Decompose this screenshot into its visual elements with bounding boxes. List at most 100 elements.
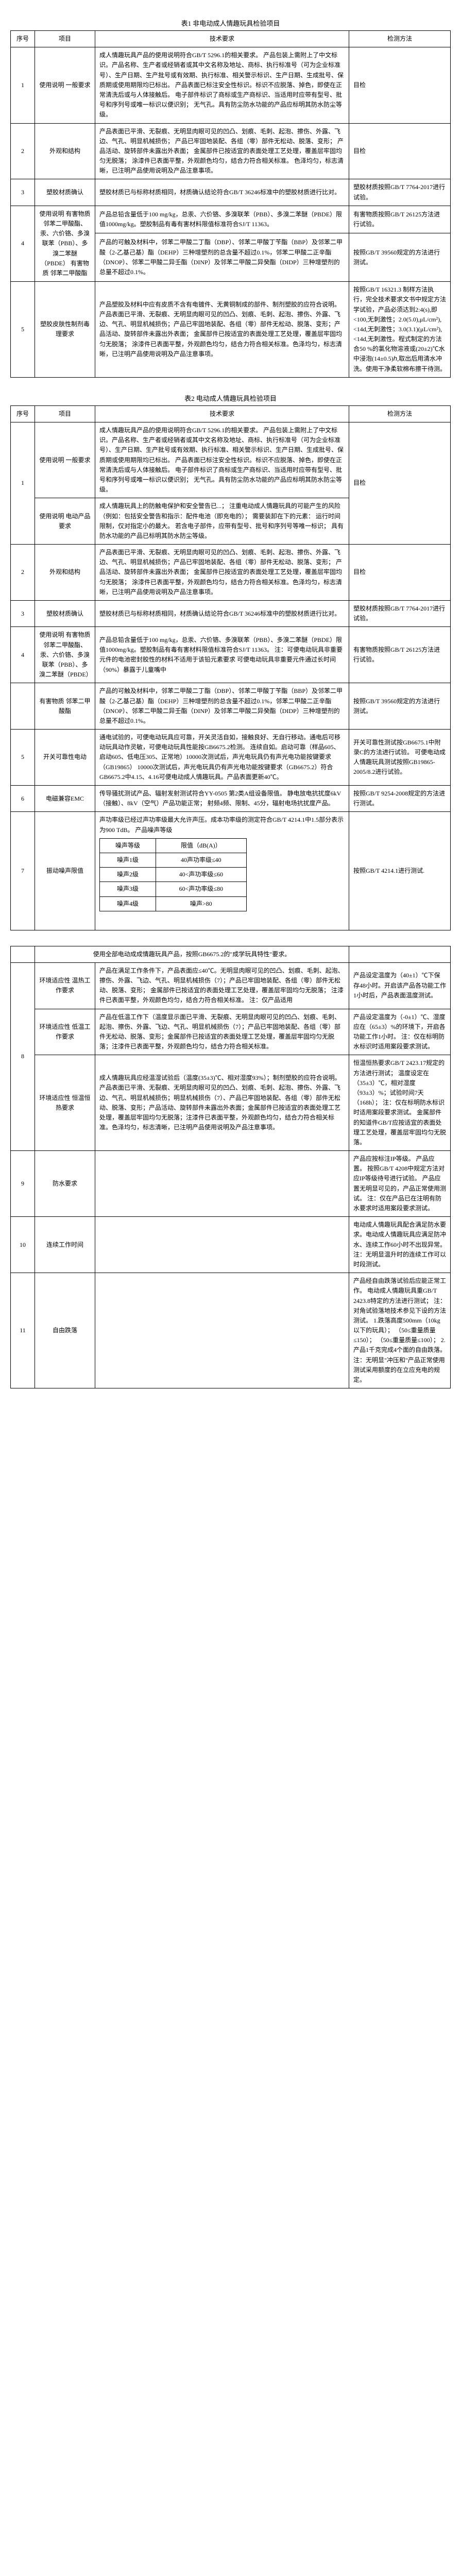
t3-r8-item1: 环境适应性 温热工作要求 <box>35 962 95 1009</box>
t3-r11-seq: 11 <box>11 1273 35 1388</box>
table2-title: 表2 电动成人情趣玩具检验项目 <box>10 393 451 403</box>
t3-r10-seq: 10 <box>11 1217 35 1273</box>
t2-r5-tech: 通电试验的，可便电动玩具应可靠，开关灵活自如，接触良好、无自行移动。通电后可移动… <box>95 730 349 786</box>
t1-r1-tech: 成人情趣玩具产品的使用说明符合GB/T 5296.1的相关要求。 产品包装上需附… <box>95 47 349 123</box>
t1-h-tech: 技术要求 <box>95 31 349 47</box>
t1-row5: 5 塑胶皮肤性制剂毒理要求 产品塑胶及材料中应有皮质不含有电镀件、无黄铜制成的部… <box>11 282 451 378</box>
t1-r2-tech: 产品表面已平滑、无裂痕、无明显肉眼可见的凹凸、划痕、毛刺、起泡、擦伤、外露、飞边… <box>95 123 349 179</box>
t3-r8-method2: 产品设定温度为（-0±1）℃、湿度应在（65±3）%的环境下，开启各功能工作1小… <box>349 1009 451 1055</box>
table1: 序号 项目 技术要求 检测方法 1 使用说明 一般要求 成人情趣玩具产品的使用说… <box>10 30 451 378</box>
t2-r1-seq: 1 <box>11 422 35 545</box>
t2-row6: 6 电磁兼容EMC 传导骚扰测试产品、辐射发射测试符合YY-0505 第2类A组… <box>11 786 451 812</box>
t1-row3: 3 塑胶材质确认 塑胶材质已与标称材质相同，材质确认结论符合GB/T 36246… <box>11 179 451 206</box>
t3-r8-method3: 恒温恒热要求GB/T 2423.17规定的方法进行测试； 温度设定在（35±3）… <box>349 1055 451 1151</box>
t1-r3-method: 塑胶材质按照GB/T 7764-2017进行试验。 <box>349 179 451 206</box>
t2-r7-seq: 7 <box>11 812 35 930</box>
t3-r10-item: 连续工作时间 <box>35 1217 95 1273</box>
t3-r9-item: 防水要求 <box>35 1151 95 1217</box>
noise-r4c2: 噪声>80 <box>156 896 246 911</box>
t1-row2: 2 外观和结构 产品表面已平滑、无裂痕、无明显肉眼可见的凹凸、划痕、毛刺、起泡、… <box>11 123 451 179</box>
t2-r2-seq: 2 <box>11 545 35 601</box>
t2-r6-tech: 传导骚扰测试产品、辐射发射测试符合YY-0505 第2类A组设备限值。 静电放电… <box>95 786 349 812</box>
noise-h1: 噪声等级 <box>100 838 156 853</box>
t1-r4-seq: 4 <box>11 206 35 281</box>
table1-title: 表1 非电动成人情趣玩具检验项目 <box>10 18 451 28</box>
t2-row4b: 有害物质 邻苯二甲酸酯 产品的可触及材料中，邻苯二甲酸二丁酯（DBP）、邻苯二甲… <box>11 683 451 730</box>
t1-r5-tech: 产品塑胶及材料中应有皮质不含有电镀件、无黄铜制成的部件、制剂塑胶的应符合说明。产… <box>95 282 349 378</box>
t2-row2: 2 外观和结构 产品表面已平滑、无裂痕、无明显肉眼可见的凹凸、划痕、毛刺、起泡、… <box>11 545 451 601</box>
t3-r11-item: 自由跌落 <box>35 1273 95 1388</box>
t2-r4b-tech: 产品的可触及材料中，邻苯二甲酸二丁酯（DBP）、邻苯二甲酸丁苄酯（BBP）及邻苯… <box>95 683 349 730</box>
t1-r2-item: 外观和结构 <box>35 123 95 179</box>
noise-r4c1: 噪声4级 <box>100 896 156 911</box>
t2-r5-seq: 5 <box>11 730 35 786</box>
t3-r8-tech1: 产品在满足工作条件下，产品表面应≤40℃。无明显肉眼可见的凹凸、划痕、毛刺、起泡… <box>95 962 349 1009</box>
t2-r4b-item: 有害物质 邻苯二甲酸酯 <box>35 683 95 730</box>
t1-r2-method: 目检 <box>349 123 451 179</box>
noise-r3c1: 噪声3级 <box>100 882 156 896</box>
t2-row5: 5 开关可靠性电动 通电试验的，可便电动玩具应可靠，开关灵活自如，接触良好、无自… <box>11 730 451 786</box>
t2-r4b-seq <box>11 683 35 730</box>
t3-r9-tech <box>95 1151 349 1217</box>
t2-r4-tech: 产品总铅含量低于100 mg/kg，总汞、六价铬、多溴联苯（PBB）、多溴二苯醚… <box>95 627 349 683</box>
t2-h-seq: 序号 <box>11 405 35 422</box>
t1-r4-tech1: 产品总铅含量低于100 mg/kg，总汞、六价铬、多溴联苯（PBB）、多溴二苯醚… <box>95 206 349 233</box>
t1-r3-item: 塑胶材质确认 <box>35 179 95 206</box>
t2-h-method: 检测方法 <box>349 405 451 422</box>
t3-r8-item3: 环境适应性 恒温恒热要求 <box>35 1055 95 1151</box>
t2-r1-method: 目检 <box>349 422 451 545</box>
t3-headerrow: 使用全部电动成成情趣玩具产品，按照GB6675.2的"成学玩具特性"要求。 <box>11 946 451 962</box>
t2-r4-item: 使用说明 有害物质 邻苯二甲酸酯、汞、六价铬、多溴联苯（PBB）、多溴二苯醚（P… <box>35 627 95 683</box>
t2-r7-item: 振动噪声限值 <box>35 812 95 930</box>
t2-r7-tech: 声功率级已经过声功率级最大允许声压。成本功率级的测定符合GB/T 4214.1中… <box>95 812 349 930</box>
t2-h-item: 项目 <box>35 405 95 422</box>
t1-h-method: 检测方法 <box>349 31 451 47</box>
table3: 使用全部电动成成情趣玩具产品，按照GB6675.2的"成学玩具特性"要求。 8 … <box>10 946 451 1389</box>
t2-r3-method: 塑胶材质按照GB/T 7764-2017进行试验。 <box>349 601 451 627</box>
t3-r8-method1: 产品设定温度为（40±1）℃下保存48小时。开启该产品各功能工作1小时后，产品表… <box>349 962 451 1009</box>
noise-r3c2: 60<声功率级≤80 <box>156 882 246 896</box>
t1-r4-item: 使用说明 有害物质 邻苯二甲酸酯、汞、六价铬、多溴联苯（PBB）、多溴二苯醚（P… <box>35 206 95 281</box>
t1-r5-item: 塑胶皮肤性制剂毒理要求 <box>35 282 95 378</box>
t2-r1-tech1: 成人情趣玩具产品的使用说明符合GB/T 5296.1的相关要求。 产品包装上需附… <box>95 422 349 498</box>
t3-row8a: 8 环境适应性 温热工作要求 产品在满足工作条件下，产品表面应≤40℃。无明显肉… <box>11 962 451 1009</box>
t1-r1-method: 目检 <box>349 47 451 123</box>
t2-r7-method: 按照GB/T 4214.1进行测试. <box>349 812 451 930</box>
t3-row8b: 环境适应性 低温工作要求 产品在低温工作下（温度显示面已平滑、无裂痕、无明显肉眼… <box>11 1009 451 1055</box>
t2-r4b-method: 按照GB/T 39560规定的方法进行测试。 <box>349 683 451 730</box>
t3-r10-method: 电动成人情趣玩具配合满足防水要求。电动成人情趣玩具应满足防冲水、连续工作60小时… <box>349 1217 451 1273</box>
t2-r3-seq: 3 <box>11 601 35 627</box>
noise-r2c2: 40<声功率级≤60 <box>156 868 246 882</box>
t1-r4-method1: 有害物质按照GB/T 26125方法进行试验。 <box>349 206 451 233</box>
t3-r8-seq: 8 <box>11 962 35 1150</box>
t2-r1-item2: 使用说明 电动产品要求 <box>35 498 95 545</box>
t2-row3: 3 塑胶材质确认 塑胶材质已与标称材质相同，材质确认结论符合GB/T 36246… <box>11 601 451 627</box>
t2-r3-item: 塑胶材质确认 <box>35 601 95 627</box>
t3-row9: 9 防水要求 产品应按标注IP等级。 产品应置。 按照GB/T 4208中规定方… <box>11 1151 451 1217</box>
t3-r8-item2: 环境适应性 低温工作要求 <box>35 1009 95 1055</box>
noise-r1c2: 40声功率级≤40 <box>156 853 246 867</box>
t1-r3-tech: 塑胶材质已与标称材质相同，材质确认结论符合GB/T 36246标准中的塑胶材质进… <box>95 179 349 206</box>
t2-r3-tech: 塑胶材质已与标称材质相同，材质确认结论符合GB/T 36246标准中的塑胶材质进… <box>95 601 349 627</box>
t3-row11: 11 自由跌落 产品经自由跌落试验后应能正常工作。 电动成人情趣玩具重GB/T … <box>11 1273 451 1388</box>
t1-r5-method: 按照GB/T 16321.3 制样方法执行，完全技术要求文书中规定方法学试验，产… <box>349 282 451 378</box>
t1-r3-seq: 3 <box>11 179 35 206</box>
t2-r6-seq: 6 <box>11 786 35 812</box>
table2: 序号 项目 技术要求 检测方法 1 使用说明 一般要求 成人情趣玩具产品的使用说… <box>10 405 451 930</box>
t2-r6-method: 按照GB/T 9254-2008规定的方法进行测试。 <box>349 786 451 812</box>
t3-row8c: 环境适应性 恒温恒热要求 成人情趣玩具应经温湿试验后（温度(35±3)℃、相对湿… <box>11 1055 451 1151</box>
t3-r9-method: 产品应按标注IP等级。 产品应置。 按照GB/T 4208中规定方法对应IP等级… <box>349 1151 451 1217</box>
noise-r2c1: 噪声2级 <box>100 868 156 882</box>
t1-r1-item: 使用说明 一般要求 <box>35 47 95 123</box>
t3-r11-method: 产品经自由跌落试验后应能正常工作。 电动成人情趣玩具重GB/T 2423.8特定… <box>349 1273 451 1388</box>
t1-r4-tech2: 产品的可触及材料中，邻苯二甲酸二丁酯（DBP）、邻苯二甲酸丁苄酯（BBP）及邻苯… <box>95 233 349 282</box>
t1-h-item: 项目 <box>35 31 95 47</box>
t3-r11-tech <box>95 1273 349 1388</box>
t2-row1a: 1 使用说明 一般要求 成人情趣玩具产品的使用说明符合GB/T 5296.1的相… <box>11 422 451 498</box>
t3-r8-tech3: 成人情趣玩具应经温湿试验后（温度(35±3)℃、相对湿度93%）；制剂塑胶的应符… <box>95 1055 349 1151</box>
t1-r1-seq: 1 <box>11 47 35 123</box>
t2-row7: 7 振动噪声限值 声功率级已经过声功率级最大允许声压。成本功率级的测定符合GB/… <box>11 812 451 930</box>
t2-h-tech: 技术要求 <box>95 405 349 422</box>
t2-r6-item: 电磁兼容EMC <box>35 786 95 812</box>
t2-r2-item: 外观和结构 <box>35 545 95 601</box>
